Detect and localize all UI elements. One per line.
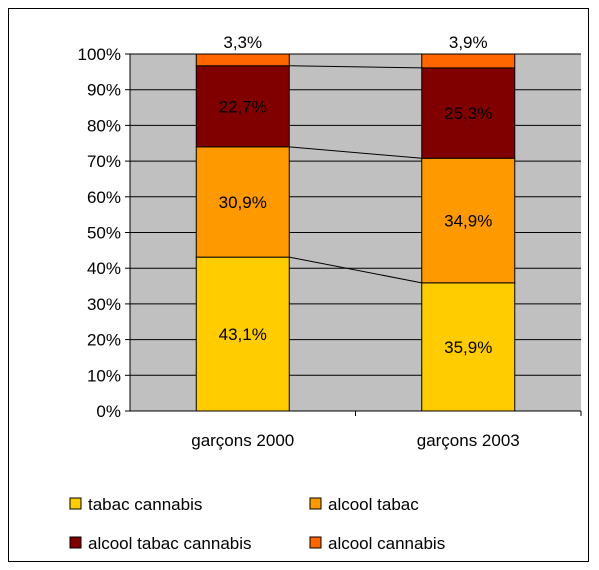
- series-line: [289, 65, 422, 69]
- series-line: [289, 146, 422, 159]
- y-tick-label: 10%: [87, 366, 121, 385]
- data-label-alcool-cannabis-1: 3,3%: [223, 33, 262, 52]
- y-tick-label: 50%: [87, 224, 121, 243]
- data-label-tabac-cannabis-1: 43,1%: [219, 325, 267, 344]
- y-tick-label: 70%: [87, 152, 121, 171]
- data-label-alcool-tabac-2: 34,9%: [444, 212, 492, 231]
- series-line: [289, 256, 422, 284]
- x-tick-label: garçons 2000: [191, 431, 294, 450]
- bar-alcool-cannabis-2: [421, 53, 516, 69]
- bar-alcool-cannabis-1: [195, 53, 290, 67]
- y-tick-label: 0%: [96, 402, 121, 421]
- legend-swatch-alcool-tabac: [309, 497, 322, 510]
- bar-tabac-cannabis-2: [421, 282, 516, 412]
- y-tick-label: 20%: [87, 331, 121, 350]
- legend-label-alcool-cannabis: alcool cannabis: [328, 534, 445, 553]
- data-label-tabac-cannabis-2: 35,9%: [444, 338, 492, 357]
- x-tick-label: garçons 2003: [417, 431, 520, 450]
- bar-tabac-cannabis-1: [195, 256, 290, 412]
- data-label-alcool-tabac-cannabis-1: 22,7%: [219, 97, 267, 116]
- bar-alcool-tabac-1: [195, 146, 290, 258]
- y-tick-label: 30%: [87, 295, 121, 314]
- bar-alcool-tabac-cannabis-1: [195, 65, 290, 148]
- y-tick-label: 90%: [87, 81, 121, 100]
- legend-swatch-alcool-cannabis: [309, 536, 322, 549]
- legend-label-tabac-cannabis: tabac cannabis: [88, 495, 202, 514]
- y-tick-label: 80%: [87, 116, 121, 135]
- y-tick-label: 60%: [87, 188, 121, 207]
- data-label-alcool-cannabis-2: 3,9%: [449, 33, 488, 52]
- bar-alcool-tabac-2: [421, 157, 516, 284]
- data-label-alcool-tabac-1: 30,9%: [219, 193, 267, 212]
- data-label-alcool-tabac-cannabis-2: 25,3%: [444, 104, 492, 123]
- bar-alcool-tabac-cannabis-2: [421, 67, 516, 159]
- y-tick-label: 100%: [78, 45, 121, 64]
- y-tick-label: 40%: [87, 259, 121, 278]
- legend-label-alcool-tabac-cannabis: alcool tabac cannabis: [88, 534, 252, 553]
- legend-label-alcool-tabac: alcool tabac: [328, 495, 419, 514]
- legend-swatch-tabac-cannabis: [69, 497, 82, 510]
- legend-swatch-alcool-tabac-cannabis: [69, 536, 82, 549]
